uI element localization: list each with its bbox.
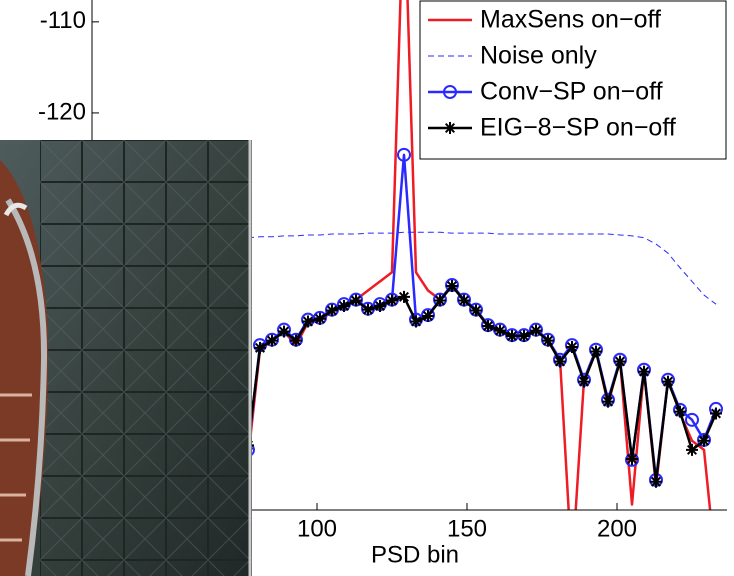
y-tick-label: -110 [40,7,86,34]
star-marker [338,300,350,312]
legend-label: MaxSens on−off [480,6,661,34]
star-marker [254,341,266,354]
star-marker [662,375,674,388]
star-marker [458,294,470,307]
star-marker [444,122,456,134]
star-marker [398,290,410,303]
star-marker [422,310,434,323]
series-line [246,284,718,484]
circle-marker [685,412,699,427]
star-marker [350,294,362,307]
star-marker [266,334,278,347]
star-marker [470,304,482,317]
plot-area [241,0,723,510]
star-marker [674,405,686,418]
star-marker [302,315,314,328]
star-marker [614,355,626,368]
star-marker [314,312,326,325]
legend-label: Noise only [480,42,597,70]
x-tick-label: 100 [297,515,337,542]
star-marker [578,375,590,388]
star-marker [566,340,578,353]
photo-highlight [3,202,28,217]
star-marker [530,324,542,337]
star-marker [434,294,446,307]
legend: MaxSens on−off Noise only Conv−SP on−off EI… [419,0,727,160]
star-marker [290,334,302,347]
star-marker [410,315,422,328]
star-marker [638,365,650,378]
star-marker [590,345,602,358]
star-marker [518,330,530,343]
star-marker [686,443,698,456]
photo-elements [0,393,32,542]
x-tick-label: 200 [597,515,637,542]
star-marker [386,294,398,307]
star-marker [650,475,662,488]
star-marker [602,395,614,408]
series [242,279,722,488]
circle-marker [397,147,411,162]
photo-foam [40,140,252,576]
x-axis-label: PSD bin [371,541,459,568]
star-marker [542,334,554,347]
series-line [247,231,717,305]
star-marker [554,355,566,368]
star-marker [446,279,458,292]
star-marker [626,453,638,465]
star-marker [710,407,722,420]
star-marker [362,303,374,316]
photo-rim [5,198,48,576]
legend-box [419,0,727,160]
star-marker [494,324,506,337]
legend-label: EIG−8−SP on−off [480,114,676,142]
series [247,231,717,305]
photo-overlay [0,140,252,576]
star-marker [278,325,290,338]
star-marker [374,300,386,312]
star-marker [326,304,338,317]
y-tick-label: -120 [38,98,86,125]
x-tick-label: 150 [447,515,487,542]
star-marker [698,434,710,447]
star-marker [506,330,518,343]
circle-marker [443,85,457,99]
legend-label: Conv−SP on−off [480,78,663,106]
star-marker [482,320,494,333]
